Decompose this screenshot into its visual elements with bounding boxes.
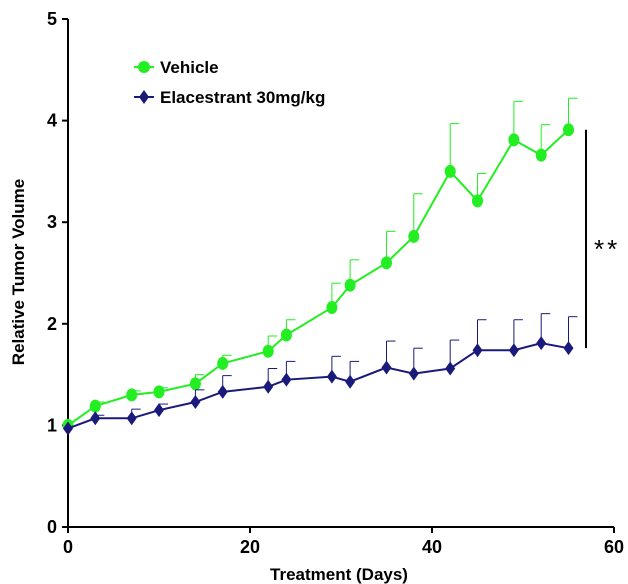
- y-tick-label: 2: [47, 314, 57, 334]
- data-point: [344, 278, 356, 292]
- legend: Vehicle Elacestrant 30mg/kg: [134, 58, 325, 107]
- data-point: [154, 403, 164, 418]
- legend-item-elacestrant: Elacestrant 30mg/kg: [134, 88, 325, 107]
- series-vehicle: [62, 97, 578, 432]
- data-point: [381, 256, 392, 270]
- x-tick-label: 0: [63, 537, 73, 557]
- data-point: [262, 344, 274, 358]
- data-point: [217, 356, 229, 370]
- y-tick-label: 0: [47, 517, 57, 537]
- data-point: [381, 360, 392, 375]
- data-point: [63, 421, 73, 436]
- data-point: [408, 229, 420, 243]
- data-point: [472, 194, 483, 208]
- data-point: [126, 388, 138, 402]
- y-tick-label: 4: [47, 111, 57, 131]
- legend-vehicle-marker: [138, 61, 150, 73]
- data-point: [189, 377, 201, 391]
- data-point: [563, 341, 574, 356]
- x-tick-label: 20: [240, 537, 260, 557]
- significance-label: **: [594, 234, 620, 264]
- legend-vehicle-label: Vehicle: [160, 58, 219, 77]
- y-tick-label: 5: [47, 9, 57, 29]
- data-point: [508, 343, 519, 358]
- data-point: [326, 301, 338, 315]
- series-line: [67, 342, 569, 430]
- series-line: [67, 129, 570, 427]
- data-point: [217, 384, 228, 399]
- x-axis-title: Treatment (Days): [270, 565, 408, 584]
- x-tick-label: 40: [422, 537, 442, 557]
- y-tick-label: 3: [47, 212, 57, 232]
- legend-elacestrant-label: Elacestrant 30mg/kg: [160, 88, 325, 107]
- data-point: [280, 328, 292, 342]
- series-elacestrant: [63, 313, 578, 436]
- data-point: [508, 133, 520, 147]
- data-point: [444, 164, 456, 178]
- data-point: [445, 361, 456, 376]
- data-point: [472, 343, 483, 358]
- x-ticks: 0 20 40 60: [63, 527, 624, 557]
- legend-item-vehicle: Vehicle: [134, 58, 219, 77]
- data-point: [126, 411, 137, 426]
- legend-elacestrant-marker: [139, 90, 149, 104]
- data-point: [263, 379, 274, 394]
- data-point: [326, 369, 337, 384]
- data-point: [281, 372, 292, 387]
- axes: [67, 19, 614, 528]
- data-point: [190, 395, 201, 410]
- data-point: [89, 399, 101, 413]
- x-tick-label: 60: [604, 537, 624, 557]
- data-point: [563, 123, 574, 137]
- data-point: [535, 148, 547, 162]
- y-tick-label: 1: [47, 415, 57, 435]
- y-axis-title: Relative Tumor Volume: [9, 179, 28, 365]
- data-point: [536, 336, 547, 351]
- y-ticks: 0 1 2 3 4 5: [47, 9, 68, 537]
- significance-annotation: **: [585, 129, 620, 349]
- data-point: [90, 411, 101, 426]
- data-point: [153, 385, 165, 399]
- data-point: [345, 374, 356, 389]
- data-point: [408, 366, 419, 381]
- series-layer: [62, 97, 578, 436]
